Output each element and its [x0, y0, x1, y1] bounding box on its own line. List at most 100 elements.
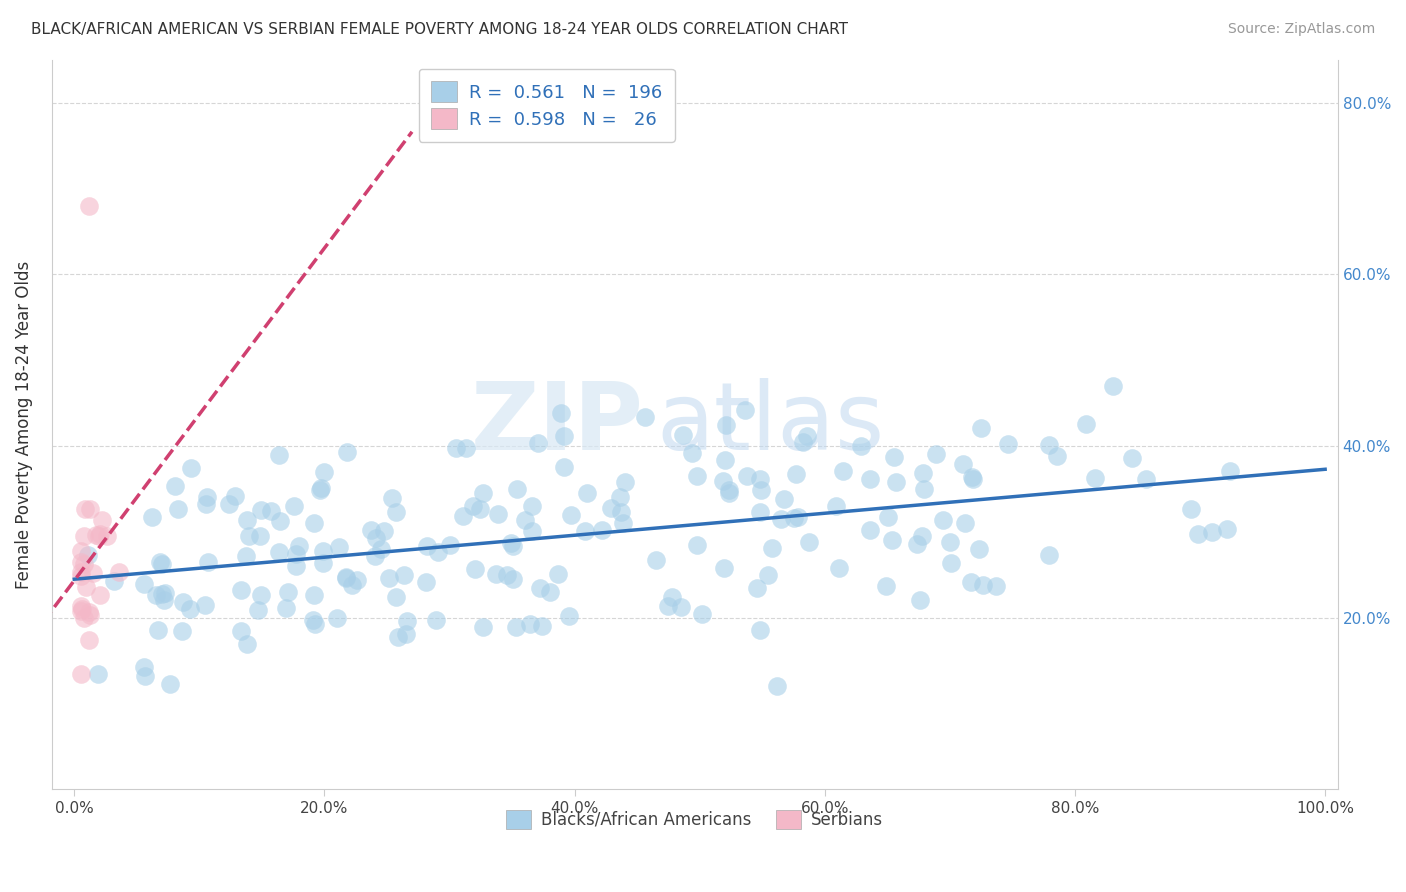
- Point: [77, 198, 100, 212]
- Point: [172, 595, 194, 609]
- Point: [502, 539, 524, 553]
- Point: [159, 677, 181, 691]
- Point: [134, 669, 156, 683]
- Point: [756, 568, 779, 582]
- Point: [471, 486, 494, 500]
- Point: [468, 501, 491, 516]
- Point: [312, 543, 335, 558]
- Point: [360, 524, 382, 538]
- Point: [153, 593, 176, 607]
- Point: [69, 604, 91, 618]
- Point: [550, 406, 572, 420]
- Point: [79, 608, 101, 623]
- Point: [224, 489, 246, 503]
- Point: [877, 510, 900, 524]
- Point: [997, 437, 1019, 451]
- Point: [912, 467, 935, 481]
- Point: [749, 505, 772, 519]
- Point: [529, 582, 551, 596]
- Point: [69, 544, 91, 558]
- Point: [229, 624, 252, 638]
- Point: [69, 599, 91, 613]
- Point: [75, 580, 97, 594]
- Point: [734, 403, 756, 417]
- Point: [1038, 548, 1060, 562]
- Point: [531, 619, 554, 633]
- Point: [451, 508, 474, 523]
- Point: [304, 588, 326, 602]
- Point: [446, 441, 468, 455]
- Point: [1121, 450, 1143, 465]
- Point: [218, 497, 240, 511]
- Point: [79, 501, 101, 516]
- Point: [925, 447, 948, 461]
- Point: [717, 483, 740, 497]
- Point: [249, 529, 271, 543]
- Point: [1101, 379, 1123, 393]
- Point: [301, 613, 323, 627]
- Point: [328, 540, 350, 554]
- Point: [797, 535, 820, 549]
- Text: Source: ZipAtlas.com: Source: ZipAtlas.com: [1227, 22, 1375, 37]
- Text: atlas: atlas: [657, 378, 884, 470]
- Point: [962, 470, 984, 484]
- Point: [786, 510, 808, 524]
- Point: [1219, 464, 1241, 478]
- Point: [269, 514, 291, 528]
- Point: [832, 464, 855, 478]
- Point: [941, 556, 963, 570]
- Point: [236, 637, 259, 651]
- Point: [669, 599, 692, 614]
- Point: [395, 614, 418, 628]
- Point: [591, 523, 613, 537]
- Point: [1135, 472, 1157, 486]
- Point: [309, 483, 332, 497]
- Point: [381, 491, 404, 505]
- Point: [456, 442, 478, 456]
- Point: [1187, 526, 1209, 541]
- Point: [70, 602, 93, 616]
- Point: [247, 603, 270, 617]
- Point: [553, 460, 575, 475]
- Point: [661, 591, 683, 605]
- Point: [792, 434, 814, 449]
- Point: [910, 593, 932, 607]
- Point: [235, 549, 257, 563]
- Legend: Blacks/African Americans, Serbians: Blacks/African Americans, Serbians: [499, 803, 890, 836]
- Point: [718, 486, 741, 500]
- Point: [711, 474, 734, 488]
- Point: [766, 679, 789, 693]
- Point: [519, 617, 541, 632]
- Point: [385, 505, 408, 519]
- Point: [134, 660, 156, 674]
- Point: [416, 540, 439, 554]
- Point: [309, 481, 332, 495]
- Point: [197, 490, 219, 504]
- Point: [87, 667, 110, 681]
- Point: [194, 497, 217, 511]
- Point: [415, 574, 437, 589]
- Point: [614, 475, 637, 490]
- Point: [713, 561, 735, 575]
- Point: [108, 565, 131, 579]
- Point: [69, 666, 91, 681]
- Point: [576, 486, 599, 500]
- Point: [751, 483, 773, 497]
- Point: [761, 541, 783, 555]
- Point: [952, 457, 974, 471]
- Point: [89, 588, 111, 602]
- Point: [378, 571, 401, 585]
- Point: [335, 570, 357, 584]
- Point: [426, 545, 449, 559]
- Point: [77, 632, 100, 647]
- Point: [150, 557, 173, 571]
- Point: [346, 573, 368, 587]
- Point: [686, 469, 709, 483]
- Point: [969, 542, 991, 557]
- Point: [340, 578, 363, 592]
- Point: [502, 572, 524, 586]
- Point: [938, 535, 960, 549]
- Point: [395, 626, 418, 640]
- Point: [392, 568, 415, 582]
- Point: [953, 516, 976, 530]
